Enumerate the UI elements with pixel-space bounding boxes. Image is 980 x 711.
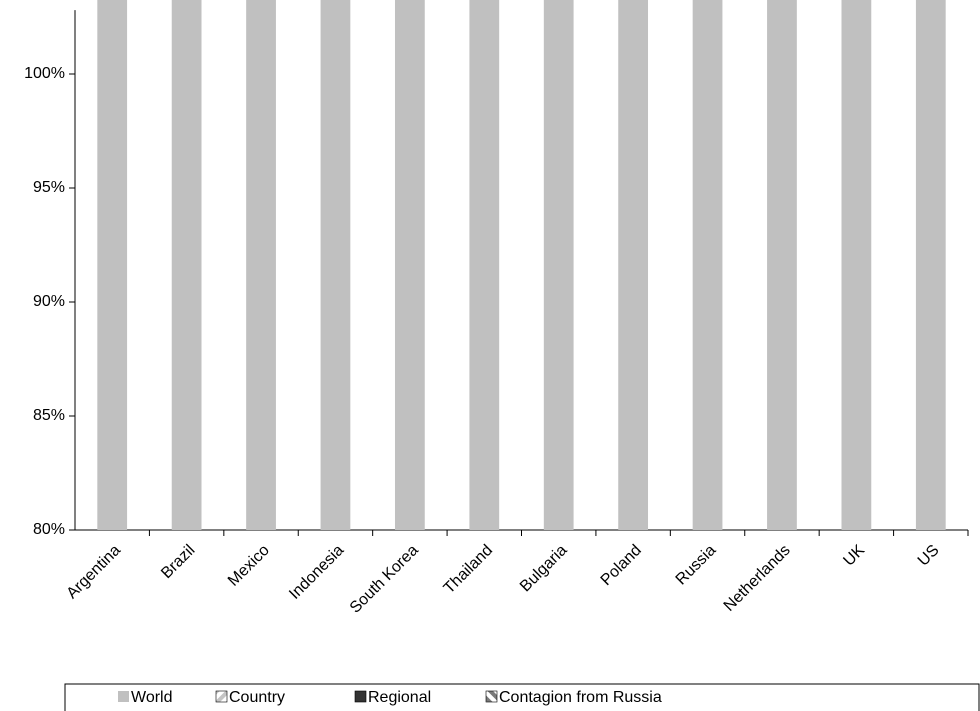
x-tick-label: US xyxy=(915,542,943,570)
x-tick-label: Russia xyxy=(673,542,720,589)
x-tick-label: Thailand xyxy=(441,542,496,597)
bar-segment xyxy=(692,0,723,530)
bar-segment xyxy=(618,0,649,531)
y-tick-label: 80% xyxy=(33,521,65,538)
legend-swatch xyxy=(485,690,498,703)
y-tick-label: 100% xyxy=(24,65,65,82)
bar-segment xyxy=(767,0,797,530)
bar-segment xyxy=(246,0,276,531)
bar-segment xyxy=(171,0,202,530)
legend-label: Country xyxy=(229,689,285,706)
bar-segment xyxy=(97,0,128,530)
x-tick-label: Brazil xyxy=(158,542,198,582)
x-tick-label: Mexico xyxy=(225,542,273,590)
bar-segment xyxy=(320,0,351,530)
y-tick-label: 90% xyxy=(33,293,65,310)
x-tick-label: UK xyxy=(840,542,868,570)
legend-label: World xyxy=(131,689,173,706)
y-tick-label: 85% xyxy=(33,407,65,424)
x-tick-label: Indonesia xyxy=(286,542,347,603)
legend-swatch xyxy=(215,690,228,703)
legend-label: Regional xyxy=(368,689,431,706)
x-tick-label: Netherlands xyxy=(721,542,794,615)
bar-segment xyxy=(915,0,946,530)
x-tick-label: South Korea xyxy=(347,542,422,617)
x-tick-label: Poland xyxy=(598,542,645,589)
legend-swatch xyxy=(354,690,367,703)
bar-segment xyxy=(469,0,500,531)
legend-label: Contagion from Russia xyxy=(499,689,662,706)
bar-segment xyxy=(841,0,872,530)
bar-segment xyxy=(543,0,574,530)
legend-swatch xyxy=(118,691,129,702)
y-tick-label: 95% xyxy=(33,179,65,196)
bar-segment xyxy=(394,0,425,530)
x-tick-label: Argentina xyxy=(64,542,125,603)
legend-box xyxy=(64,683,980,711)
x-tick-label: Bulgaria xyxy=(517,542,571,596)
